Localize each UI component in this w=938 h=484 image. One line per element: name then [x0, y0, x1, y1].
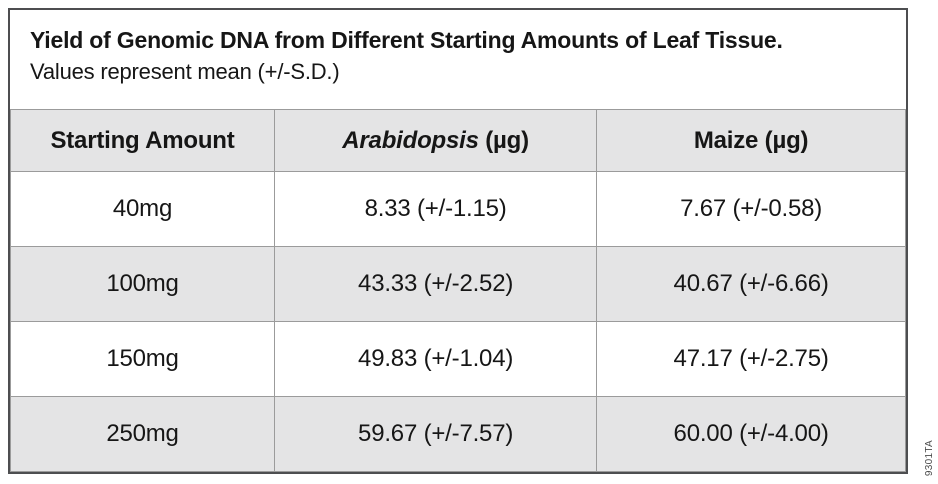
cell-arabidopsis: 49.83 (+/-1.04)	[274, 321, 598, 397]
cell-arabidopsis: 43.33 (+/-2.52)	[274, 246, 598, 322]
table-header-row: Starting Amount Arabidopsis (µg) Maize (…	[9, 109, 906, 172]
title-block: Yield of Genomic DNA from Different Star…	[10, 10, 906, 109]
figure-frame: Yield of Genomic DNA from Different Star…	[8, 8, 908, 474]
figure-subtitle: Values represent mean (+/-S.D.)	[30, 58, 340, 84]
cell-maize: 40.67 (+/-6.66)	[596, 246, 906, 322]
cell-maize: 47.17 (+/-2.75)	[596, 321, 906, 397]
header-arabidopsis-unit: (µg)	[478, 126, 529, 154]
header-maize: Maize (µg)	[596, 109, 906, 172]
cell-starting-amount: 40mg	[9, 171, 276, 247]
cell-starting-amount: 250mg	[9, 396, 276, 472]
header-arabidopsis-species: Arabidopsis	[342, 126, 479, 154]
header-arabidopsis: Arabidopsis (µg)	[274, 109, 598, 172]
table-row: 100mg 43.33 (+/-2.52) 40.67 (+/-6.66)	[9, 246, 906, 322]
table-row: 40mg 8.33 (+/-1.15) 7.67 (+/-0.58)	[9, 171, 906, 247]
cell-arabidopsis: 59.67 (+/-7.57)	[274, 396, 598, 472]
cell-maize: 7.67 (+/-0.58)	[596, 171, 906, 247]
cell-maize: 60.00 (+/-4.00)	[596, 396, 906, 472]
table-row: 250mg 59.67 (+/-7.57) 60.00 (+/-4.00)	[9, 396, 906, 472]
cell-starting-amount: 100mg	[9, 246, 276, 322]
table-row: 150mg 49.83 (+/-1.04) 47.17 (+/-2.75)	[9, 321, 906, 397]
cell-starting-amount: 150mg	[9, 321, 276, 397]
figure-title: Yield of Genomic DNA from Different Star…	[30, 27, 783, 53]
figure-code-label: 9301TA	[924, 439, 935, 476]
yield-table: Starting Amount Arabidopsis (µg) Maize (…	[9, 109, 906, 472]
header-starting-amount: Starting Amount	[9, 109, 276, 172]
cell-arabidopsis: 8.33 (+/-1.15)	[274, 171, 598, 247]
